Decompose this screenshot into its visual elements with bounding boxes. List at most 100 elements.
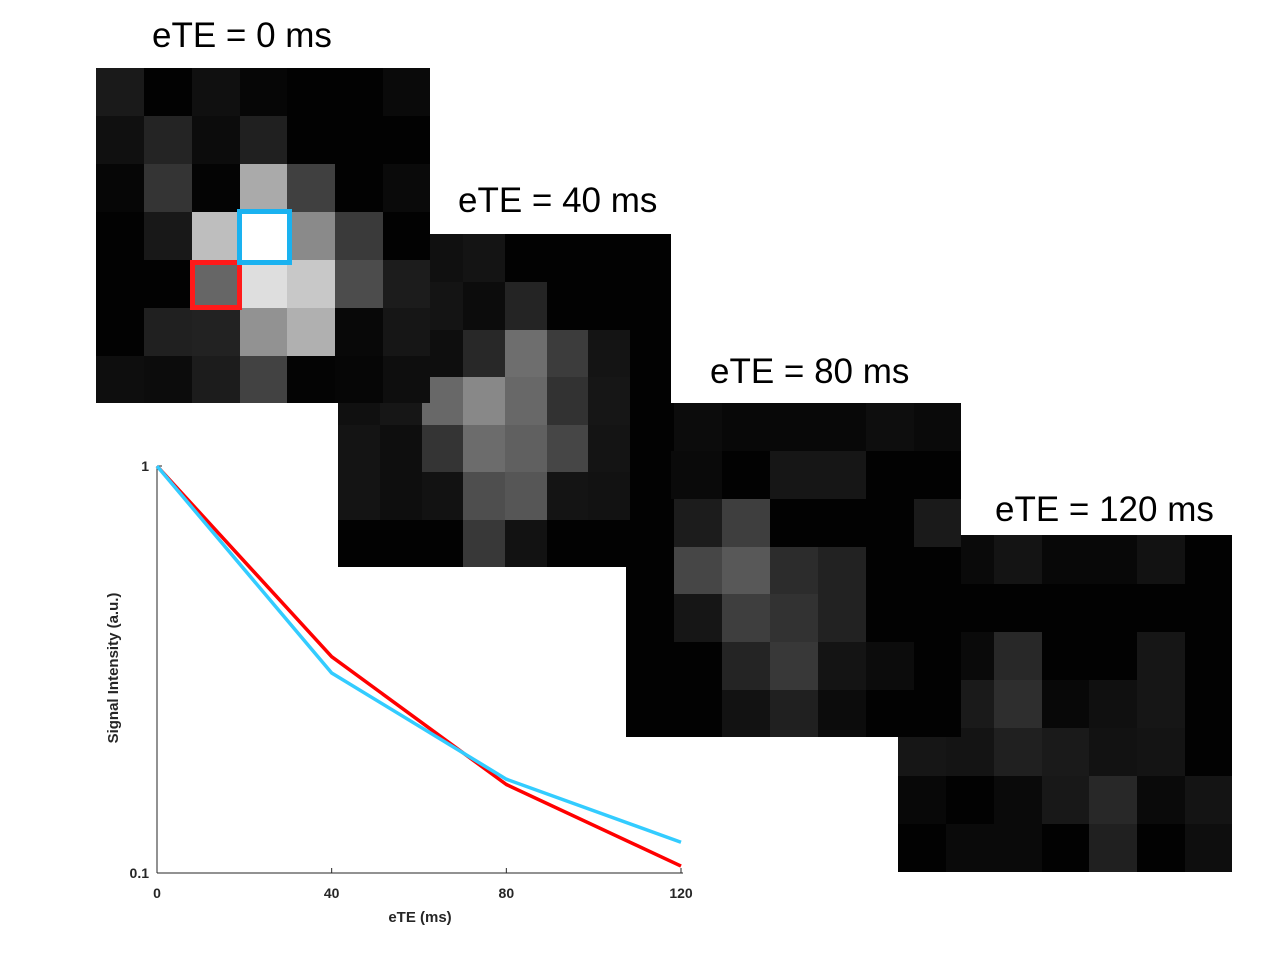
pixel-cell [191,163,240,213]
pixel-cell [382,115,430,165]
pixel-cell [462,329,506,378]
pixel-cell [546,234,589,283]
pixel-cell [721,403,771,452]
pixel-cell [769,450,819,500]
pixel-cell [769,546,819,595]
pixel-cell [993,727,1042,777]
pixel-cell [382,163,430,213]
pixel-cell [379,519,422,567]
pixel-cell [626,593,675,643]
pixel-cell [945,775,995,825]
pixel-cell [629,329,671,378]
pixel-cell [286,115,336,165]
pixel-cell [1136,727,1185,777]
pixel-cell [382,355,430,403]
pixel-cell [239,163,288,213]
pixel-cell [587,519,630,567]
pixel-cell [865,641,914,690]
pixel-cell [865,450,914,500]
pixel-cell [721,641,771,690]
pixel-cell [587,424,630,473]
pixel-cell [817,689,866,737]
pixel-cell [673,403,723,452]
pixel-cell [421,519,464,567]
pixel-cell [1184,583,1232,632]
pixel-cell [504,519,547,567]
pixel-cell [1041,631,1090,681]
pixel-cell [817,498,866,547]
pixel-cell [1136,583,1185,632]
pixel-cell [913,689,961,737]
pixel-cell [546,471,589,520]
pixel-cell [334,307,383,356]
pixel-cell [865,546,914,595]
pixel-cell [1136,823,1185,872]
pixel-cell [334,163,383,213]
pixel-cell [629,281,671,330]
y-axis-label: Signal Intensity (a.u.) [105,593,122,744]
pixel-cell [587,471,630,520]
series-line-blue [155,464,682,844]
pixel-cell [96,307,145,356]
pixel-cell [769,498,819,547]
pixel-cell [546,281,589,330]
pixel-cell [338,424,381,473]
roi-red-box [190,260,242,310]
pixel-cell [462,281,506,330]
pixel-cell [143,163,193,213]
pixel-cell [673,593,723,643]
roi-blue-box [237,209,292,265]
pixel-cell [817,403,866,452]
pixel-cell [865,689,914,737]
pixel-cell [993,535,1042,584]
pixel-cell [143,355,193,403]
pixel-cell [913,593,961,643]
pixel-cell [721,546,771,595]
pixel-cell [629,471,671,520]
pixel-cell [334,355,383,403]
pixel-cell [462,519,506,567]
pixel-cell [96,211,145,261]
pixel-cell [1136,775,1185,825]
pixel-cell [1184,535,1232,584]
pixel-cell [769,593,819,643]
pixel-cell [1088,823,1138,872]
pixel-cell [1088,535,1138,584]
pixel-cell [96,355,145,403]
pixel-cell [191,355,240,403]
pixel-cell [1088,679,1138,729]
image-panel-ete-0 [96,68,430,403]
pixel-cell [817,450,866,500]
pixel-cell [587,329,630,378]
pixel-cell [721,689,771,737]
pixel-cell [462,471,506,520]
pixel-cell [626,689,675,737]
pixel-cell [239,355,288,403]
pixel-cell [913,641,961,690]
pixel-cell [191,307,240,356]
label-ete-40: eTE = 40 ms [458,181,658,220]
pixel-cell [143,115,193,165]
pixel-cell [546,376,589,425]
pixel-cell [462,424,506,473]
pixel-cell [239,115,288,165]
pixel-cell [1184,775,1232,825]
pixel-cell [143,307,193,356]
x-axis-label: eTE (ms) [388,909,451,926]
pixel-cell [379,424,422,473]
pixel-cell [673,546,723,595]
pixel-cell [286,307,336,356]
pixel-cell [1136,631,1185,681]
pixel-cell [993,775,1042,825]
pixel-cell [1136,535,1185,584]
pixel-cell [1041,583,1090,632]
pixel-cell [587,376,630,425]
pixel-cell [286,211,336,261]
pixel-cell [504,376,547,425]
pixel-cell [334,115,383,165]
pixel-cell [191,211,240,261]
pixel-cell [629,376,671,425]
pixel-cell [865,403,914,452]
pixel-cell [1041,823,1090,872]
pixel-cell [898,775,947,825]
